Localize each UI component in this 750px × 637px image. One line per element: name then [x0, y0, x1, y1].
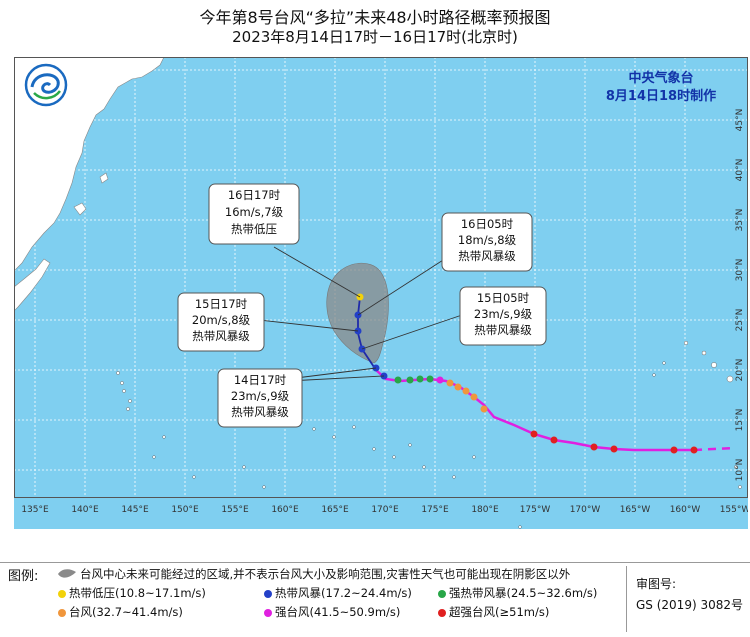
issued-time: 8月14日18时制作 — [605, 89, 717, 104]
ty-dot-icon — [58, 608, 66, 617]
ty-point — [470, 393, 478, 401]
legend-item-super-ty: 超强台风(≥51m/s) — [438, 604, 549, 620]
legend-item-ts: 热带风暴(17.2~24.4m/s) — [264, 585, 412, 601]
map-subtitle: 2023年8月14日17时－16日17时(北京时) — [232, 28, 518, 46]
lon-label: 170°E — [371, 505, 399, 515]
callout-time: 14日17时 — [234, 373, 287, 387]
review-number: GS (2019) 3082号 — [636, 598, 743, 612]
lat-label: 30°N — [735, 259, 745, 282]
ty-point — [454, 383, 462, 391]
lon-label: 155°W — [720, 505, 748, 515]
lat-label: 20°N — [735, 359, 745, 382]
callout-time: 16日05时 — [461, 217, 514, 231]
callout-time: 15日17时 — [195, 297, 248, 311]
track-map: 16日17时 16m/s,7级 热带低压 16日05时 18m/s,8级 热带风… — [14, 57, 748, 529]
lon-label: 180°E — [471, 505, 499, 515]
cma-logo-icon — [24, 63, 68, 107]
ty-point — [480, 405, 488, 413]
sts-point — [416, 375, 424, 383]
callout-15d17: 15日17时 20m/s,8级 热带风暴级 — [177, 292, 265, 352]
agency-name: 中央气象台 — [628, 71, 694, 86]
legend-item-text: 热带风暴(17.2~24.4m/s) — [275, 586, 412, 600]
super-ty-point — [550, 436, 558, 444]
lat-label: 15°N — [735, 409, 745, 432]
callout-time: 15日05时 — [477, 291, 530, 305]
sts-point — [394, 376, 402, 384]
lat-label: 45°N — [735, 109, 745, 132]
sty-dot-icon — [264, 608, 272, 617]
lon-label: 135°E — [21, 505, 49, 515]
lon-label: 165°E — [321, 505, 349, 515]
legend-item-text: 超强台风(≥51m/s) — [449, 605, 550, 619]
lon-label: 160°E — [271, 505, 299, 515]
legend-item-td: 热带低压(10.8~17.1m/s) — [58, 585, 206, 601]
lat-label: 35°N — [735, 209, 745, 232]
map-frame — [14, 57, 748, 498]
sts-point — [406, 376, 414, 384]
lon-label: 160°W — [670, 505, 701, 515]
legend-item-ty: 台风(32.7~41.4m/s) — [58, 604, 183, 620]
lon-label: 175°E — [421, 505, 449, 515]
legend-item-sty: 强台风(41.5~50.9m/s) — [264, 604, 400, 620]
super-ty-point — [530, 430, 538, 438]
super-ty-point — [590, 443, 598, 451]
lat-axis: 10°N 15°N 20°N 25°N 30°N 35°N 40°N 45°N — [735, 109, 745, 482]
callout-16d17: 16日17时 16m/s,7级 热带低压 — [208, 183, 300, 245]
review-label: 审图号: — [636, 577, 677, 591]
ts-dot-icon — [264, 589, 272, 598]
legend-divider — [0, 562, 750, 563]
td-dot-icon — [58, 589, 66, 598]
islands — [116, 340, 742, 529]
callout-level: 热带低压 — [231, 222, 277, 236]
legend-vertical-divider — [626, 566, 627, 632]
legend-label: 图例: — [8, 569, 39, 584]
super-ty-dot-icon — [438, 608, 446, 617]
callout-15d05: 15日05时 23m/s,9级 热带风暴级 — [459, 286, 547, 346]
lat-label: 25°N — [735, 309, 745, 332]
callout-time: 16日17时 — [228, 188, 281, 202]
lon-label: 165°W — [620, 505, 651, 515]
cone-swatch-icon — [58, 569, 76, 578]
legend-item-text: 强台风(41.5~50.9m/s) — [275, 605, 401, 619]
map-title: 今年第8号台风“多拉”未来48小时路径概率预报图 — [199, 8, 551, 27]
callout-leaders — [249, 246, 463, 382]
ty-point — [446, 379, 454, 387]
legend-cone-text: 台风中心未来可能经过的区域,并不表示台风大小及影响范围,灾害性天气也可能出现在阴… — [80, 567, 571, 581]
callout-wind: 23m/s,9级 — [474, 307, 533, 321]
super-ty-point — [670, 446, 678, 454]
legend-item-text: 热带低压(10.8~17.1m/s) — [69, 586, 206, 600]
callout-level: 热带风暴级 — [231, 405, 289, 419]
lon-label: 170°W — [570, 505, 601, 515]
lat-label: 10°N — [735, 459, 745, 482]
callout-wind: 18m/s,8级 — [458, 233, 517, 247]
callout-wind: 23m/s,9级 — [231, 389, 290, 403]
super-ty-point — [610, 445, 618, 453]
ty-point — [462, 387, 470, 395]
lon-label: 145°E — [121, 505, 149, 515]
sts-point — [426, 375, 434, 383]
land — [14, 57, 165, 312]
lon-label: 140°E — [71, 505, 99, 515]
callout-wind: 20m/s,8级 — [192, 313, 251, 327]
lon-label: 155°E — [221, 505, 249, 515]
legend-item-text: 强热带风暴(24.5~32.6m/s) — [449, 586, 598, 600]
super-ty-point — [690, 446, 698, 454]
callout-wind: 16m/s,7级 — [225, 205, 284, 219]
lon-label: 175°W — [520, 505, 551, 515]
earlier-track — [693, 446, 735, 452]
callout-level: 热带风暴级 — [192, 329, 250, 343]
callout-14d17: 14日17时 23m/s,9级 热带风暴级 — [217, 368, 303, 428]
lon-axis: 135°E 140°E 145°E 150°E 155°E 160°E 165°… — [21, 505, 748, 515]
callout-level: 热带风暴级 — [458, 249, 516, 263]
sty-point — [436, 376, 444, 384]
legend-item-text: 台风(32.7~41.4m/s) — [69, 605, 183, 619]
lon-label: 150°E — [171, 505, 199, 515]
callout-level: 热带风暴级 — [474, 323, 532, 337]
sts-dot-icon — [438, 589, 446, 598]
callout-16d05: 16日05时 18m/s,8级 热带风暴级 — [441, 212, 533, 272]
legend-item-sts: 强热带风暴(24.5~32.6m/s) — [438, 585, 597, 601]
lat-label: 40°N — [735, 159, 745, 182]
